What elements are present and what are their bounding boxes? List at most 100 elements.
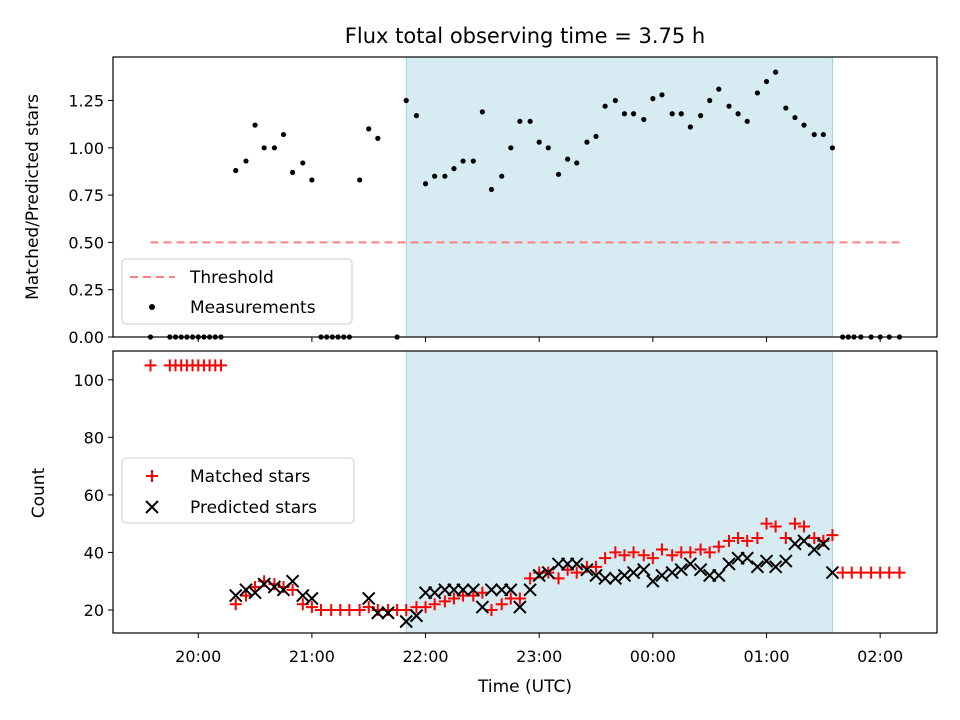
matched-star-point [524,572,537,585]
matched-star-point [590,560,603,573]
matched-star-point [305,601,318,614]
measurement-point [413,113,420,119]
measurement-point [621,111,628,117]
measurement-point [811,131,817,138]
predicted-star-point [825,565,840,580]
measurement-point [470,158,476,164]
matched-star-point [343,603,356,616]
top-legend-box [121,258,353,325]
measurement-point [233,167,239,174]
matched-star-point [476,586,489,599]
predicted-star-point [797,534,811,548]
measurement-point [555,171,562,177]
bottom-x-tick-label: 23:00 [516,647,562,666]
predicted-star-point [475,600,490,614]
predicted-star-point [504,583,518,597]
measurement-point [574,160,580,166]
measurement-point [451,166,457,172]
bottom-y-tick-label: 20 [84,601,104,620]
top-y-tick-label: 0.75 [68,186,104,205]
predicted-star-point [427,586,442,600]
matched-star-point [854,566,867,579]
measurement-point [735,111,741,117]
matched-star-point [684,546,697,559]
measurement-point [744,118,750,124]
predicted-star-point [381,606,395,620]
matched-star-point [703,546,716,559]
predicted-star-point [523,583,537,597]
matched-star-point [637,549,650,562]
top-observing-span [405,56,833,338]
matched-star-point [353,603,366,616]
bottom-plot-area [144,350,906,634]
legend-measurements-swatch [149,304,155,310]
matched-star-point [769,520,782,533]
matched-star-point [655,543,668,556]
predicted-star-point [598,571,612,586]
measurement-point [829,145,836,151]
matched-star-point [788,517,801,530]
measurement-point [271,145,277,151]
measurement-point [261,145,267,151]
predicted-star-point [589,568,603,583]
chart-title: Flux total observing time = 3.75 h [345,24,705,48]
predicted-star-point [768,560,783,574]
bottom-x-tick-label: 00:00 [630,647,676,666]
measurement-point [584,139,590,145]
predicted-star-point [712,568,726,583]
measurement-point [508,145,514,151]
legend-predicted-label: Predicted stars [190,498,317,518]
predicted-star-point [816,537,831,551]
bottom-observing-span [405,350,833,634]
predicted-star-point [807,542,821,557]
predicted-star-point [570,557,584,571]
legend-threshold-label: Threshold [189,268,274,288]
predicted-star-point [617,568,632,583]
measurement-point [403,97,409,104]
predicted-star-point [296,588,310,603]
bottom-y-tick-label: 80 [84,428,104,447]
predicted-star-point [580,562,594,577]
measurement-point [545,145,551,151]
bottom-x-tick-label: 20:00 [175,647,221,666]
measurement-point [499,173,505,179]
predicted-star-point [466,583,480,597]
measurement-point [460,158,466,164]
predicted-star-point [399,614,413,629]
bottom-legend: Matched stars Predicted stars [121,457,355,524]
top-y-tick-label: 1.25 [68,92,104,111]
bottom-x-tick-label: 21:00 [289,647,335,666]
predicted-star-point [665,565,679,580]
measurement-point [422,181,429,187]
measurement-point [479,109,485,115]
matched-star-point [883,566,896,579]
matched-star-point [599,552,612,565]
matched-star-point [646,552,659,565]
predicted-star-point [229,588,243,603]
measurement-point [375,135,381,141]
predicted-star-point [513,600,527,614]
bottom-y-tick-label: 40 [84,543,104,562]
measurement-point [678,111,684,117]
matched-star-point [428,598,441,611]
predicted-star-point [285,574,300,588]
top-panel: 0.00 0.25 0.50 0.75 1.00 1.25 Matched/Predict… [23,56,938,347]
matched-star-point [893,566,906,579]
matched-star-point [485,603,498,616]
matched-star-point [314,603,327,616]
bottom-x-tick-label: 02:00 [857,647,903,666]
measurement-point [669,111,675,117]
matched-star-point [798,520,811,533]
legend-matched-swatch [146,470,158,482]
predicted-star-point [371,606,385,620]
measurement-point [754,90,761,96]
matched-star-point [144,359,157,372]
matched-star-point [723,534,736,547]
matched-star-point [419,601,432,614]
matched-star-point [712,540,725,553]
top-y-tick-label: 0.00 [68,328,104,347]
matched-star-point [609,546,622,559]
measurement-point [602,103,608,109]
bottom-panel: 20 40 60 80 100 20:00 21:00 22:00 23:00 00:00 01:0… [29,350,938,697]
matched-star-point [229,598,242,611]
